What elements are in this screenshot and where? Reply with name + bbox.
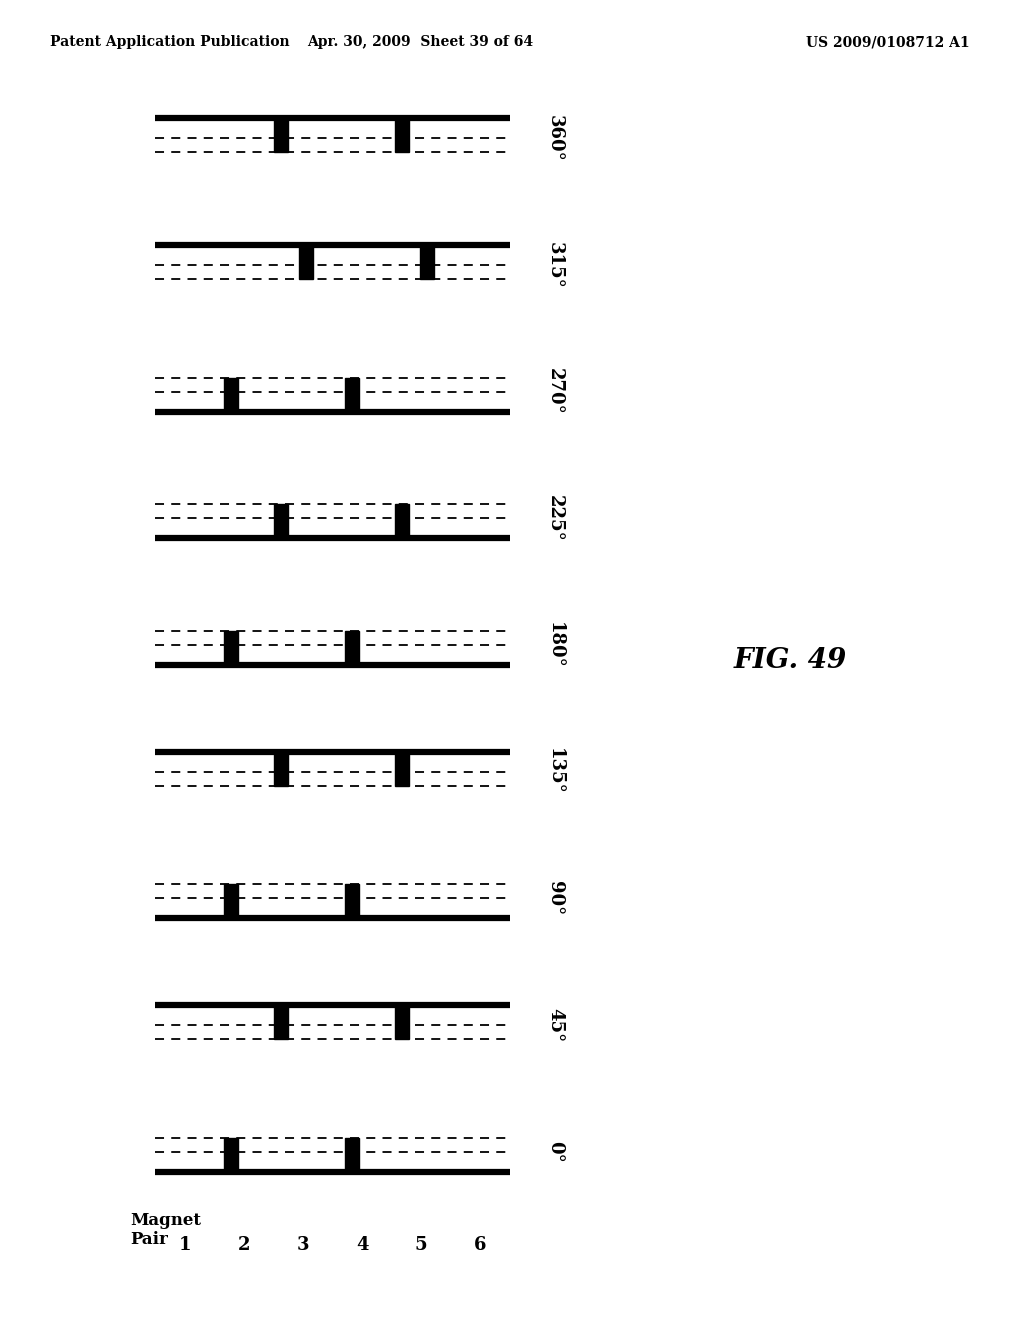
Bar <box>274 751 288 785</box>
Text: 6: 6 <box>474 1236 486 1254</box>
Bar <box>224 378 239 412</box>
Text: 3: 3 <box>297 1236 309 1254</box>
Text: Apr. 30, 2009  Sheet 39 of 64: Apr. 30, 2009 Sheet 39 of 64 <box>307 36 534 49</box>
Text: 225°: 225° <box>546 495 564 541</box>
Text: 360°: 360° <box>546 115 564 162</box>
Text: 315°: 315° <box>546 242 564 288</box>
Bar <box>394 751 409 785</box>
Text: 1: 1 <box>178 1236 190 1254</box>
Text: Magnet
Pair: Magnet Pair <box>130 1212 201 1249</box>
Text: US 2009/0108712 A1: US 2009/0108712 A1 <box>806 36 970 49</box>
Bar <box>299 246 313 279</box>
Bar <box>394 119 409 152</box>
Bar <box>274 504 288 539</box>
Text: 4: 4 <box>355 1236 369 1254</box>
Text: 135°: 135° <box>546 748 564 795</box>
Text: FIG. 49: FIG. 49 <box>733 647 847 673</box>
Text: Patent Application Publication: Patent Application Publication <box>50 36 290 49</box>
Bar <box>224 631 239 665</box>
Text: 270°: 270° <box>546 368 564 414</box>
Bar <box>394 504 409 539</box>
Bar <box>224 884 239 919</box>
Text: 5: 5 <box>415 1236 428 1254</box>
Text: 180°: 180° <box>546 622 564 668</box>
Bar <box>345 1138 359 1172</box>
Bar <box>420 246 433 279</box>
Bar <box>274 1005 288 1039</box>
Text: 2: 2 <box>238 1236 250 1254</box>
Bar <box>274 119 288 152</box>
Bar <box>345 378 359 412</box>
Bar <box>394 1005 409 1039</box>
Bar <box>224 1138 239 1172</box>
Bar <box>345 884 359 919</box>
Bar <box>345 631 359 665</box>
Text: 0°: 0° <box>546 1140 564 1163</box>
Text: 90°: 90° <box>546 882 564 916</box>
Text: 45°: 45° <box>546 1008 564 1041</box>
